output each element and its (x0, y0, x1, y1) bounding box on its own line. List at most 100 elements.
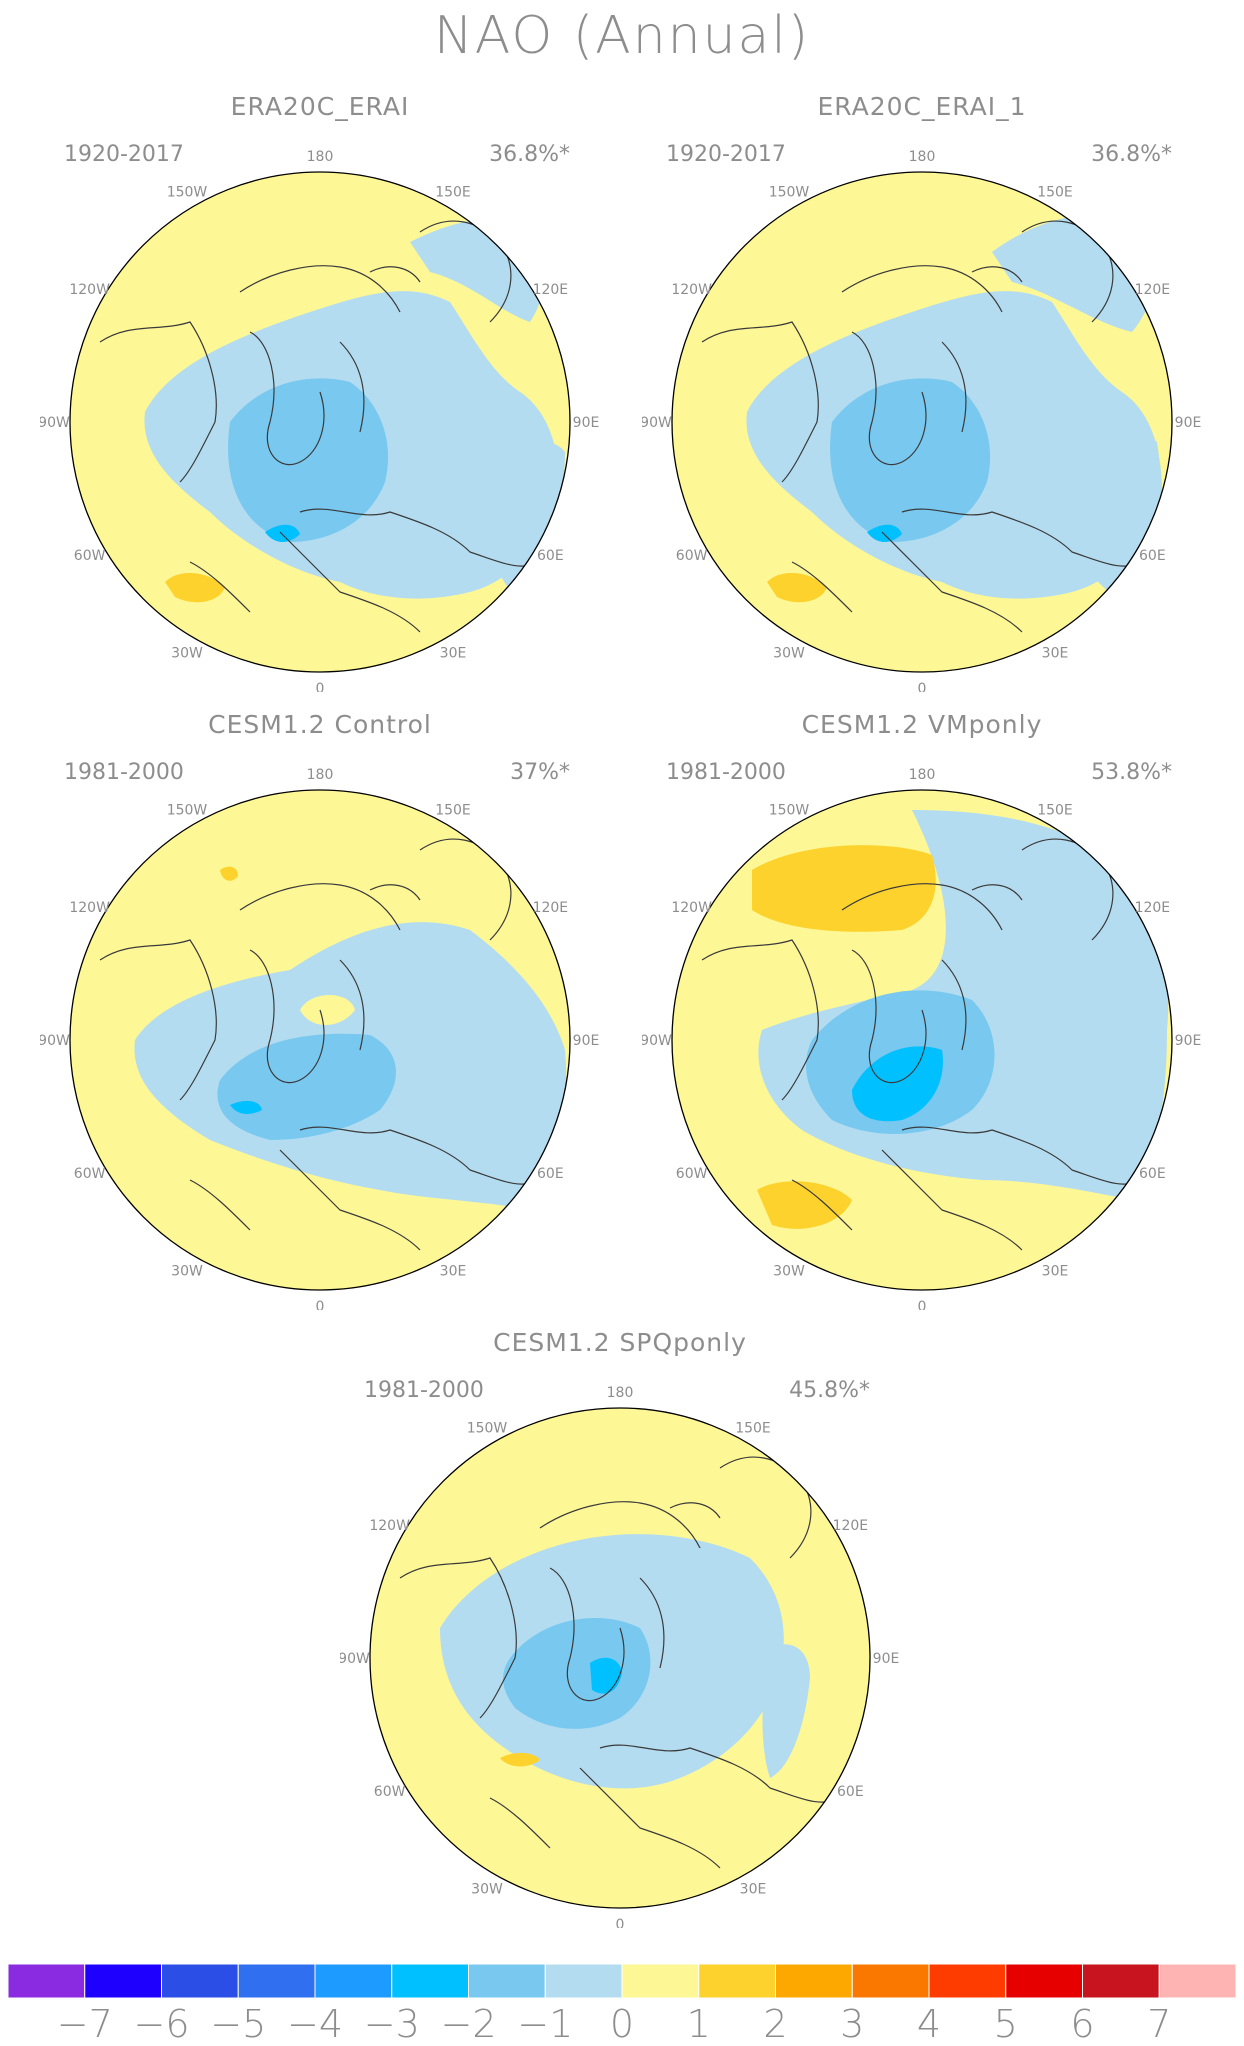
lon-label-top: 180 (307, 149, 334, 165)
coastline (941, 341, 967, 433)
colorbar-bin (1158, 1963, 1236, 1999)
colorbar-tick-label: 0 (609, 2002, 635, 2046)
colorbar-tick-label: 6 (1070, 2002, 1095, 2046)
contour-region (1032, 424, 1161, 602)
lon-label-l120: 120W (369, 1518, 410, 1534)
coastline (249, 949, 325, 1084)
colorbar-tick-label: −7 (56, 2002, 113, 2046)
colorbar-bin (928, 1963, 1007, 1999)
contour-region (590, 1657, 622, 1694)
lon-label-r120: 120E (533, 282, 569, 298)
variance-label: 53.8%* (1091, 760, 1172, 785)
contour-region (867, 524, 902, 542)
period-label: 1920-2017 (666, 142, 786, 167)
colorbar-bin (775, 1963, 853, 1999)
lon-label-r150: 150E (735, 1421, 771, 1437)
period-label: 1981-2000 (666, 760, 786, 785)
lon-label-r90: 90E (873, 1651, 900, 1667)
coastline (971, 884, 1023, 901)
coastline (669, 1502, 721, 1519)
coastline (99, 939, 217, 1101)
lon-label-top: 180 (909, 149, 936, 165)
lon-label-l120: 120W (69, 282, 110, 298)
lon-label-bottom: 0 (316, 681, 325, 692)
lon-label-l90: 90W (642, 415, 672, 431)
lon-label-top: 180 (307, 767, 334, 783)
lon-label-r30: 30E (1042, 645, 1069, 661)
variance-label: 37%* (510, 760, 570, 785)
coastline (539, 1501, 701, 1549)
polar-map: 180 150E 120E 90E 60E 30E 0 30W 60W 90W 120W 150W (642, 767, 1202, 1310)
lon-label-l60: 60W (74, 1166, 106, 1182)
contour-region (830, 378, 991, 542)
lon-label-l150: 150W (467, 1421, 508, 1437)
colorbar-tick-label: 1 (686, 2002, 711, 2046)
coastline (881, 531, 1023, 633)
contour-region (752, 845, 936, 932)
variance-label: 45.8%* (789, 1378, 870, 1403)
panel-title: ERA20C_ERAI_1 (817, 92, 1027, 121)
coastline (299, 1126, 541, 1185)
coastline (841, 883, 1003, 931)
map-frame (671, 171, 1173, 673)
colorbar-tick-label: −2 (440, 2002, 497, 2046)
map-frame (671, 789, 1173, 1291)
coastline (299, 508, 541, 567)
coastlines (399, 1456, 841, 1869)
colorbar-bin (84, 1963, 162, 1999)
polar-map: 180 150E 120E 90E 60E 30E 0 30W 60W 90W 120W 150W (642, 149, 1202, 692)
lon-label-bottom: 0 (918, 681, 927, 692)
colorbar-bin (621, 1963, 700, 1999)
contour-region (230, 1100, 262, 1115)
coastline (791, 1179, 853, 1231)
colorbar-tick-label: 5 (993, 2002, 1018, 2046)
coastline (369, 884, 421, 901)
colorbar-bin (237, 1963, 316, 1999)
lon-label-bottom: 0 (616, 1917, 625, 1928)
lon-label-r90: 90E (1175, 415, 1202, 431)
coastline (941, 959, 967, 1051)
map-panel-cesm-vmponly: 180 150E 120E 90E 60E 30E 0 30W 60W 90W 120W 150W C… (642, 710, 1202, 1310)
contour-region (480, 441, 565, 602)
coastline (239, 883, 401, 931)
contour-region (265, 524, 300, 542)
colorbar-bin (161, 1963, 239, 1999)
coastline (851, 949, 927, 1084)
map-panel-era20c-erai-1: 180 150E 120E 90E 60E 30E 0 30W 60W 90W 120W 150W E… (642, 92, 1202, 692)
contour-region (762, 1644, 810, 1778)
lon-label-l90: 90W (40, 415, 70, 431)
lon-label-l30: 30W (471, 1881, 503, 1897)
map-frame (369, 1407, 871, 1909)
lon-label-top: 180 (607, 1385, 634, 1401)
lon-label-r30: 30E (440, 645, 467, 661)
lon-label-l30: 30W (171, 645, 203, 661)
colorbar-bin (698, 1963, 776, 1999)
lon-label-r30: 30E (1042, 1263, 1069, 1279)
coastline (189, 1179, 251, 1231)
lon-label-r120: 120E (1135, 900, 1171, 916)
lon-label-r90: 90E (1175, 1033, 1202, 1049)
coastline (971, 266, 1023, 283)
map-frame (69, 171, 571, 673)
contour-region (852, 1046, 943, 1122)
colorbar-tick-label: −1 (517, 2002, 574, 2046)
coastline (239, 265, 401, 313)
lon-label-r150: 150E (435, 803, 471, 819)
lon-label-r90: 90E (573, 1033, 600, 1049)
lon-label-l30: 30W (171, 1263, 203, 1279)
lon-label-r60: 60E (837, 1784, 864, 1800)
coastline (339, 341, 365, 433)
colorbar-bin (851, 1963, 930, 1999)
contour-region (503, 1618, 651, 1729)
lon-label-l60: 60W (676, 1166, 708, 1182)
coastline (901, 1126, 1143, 1185)
coastlines (701, 220, 1143, 633)
coastline (489, 1797, 551, 1849)
lon-label-l150: 150W (167, 185, 208, 201)
coastline (599, 1744, 841, 1803)
lon-label-bottom: 0 (316, 1299, 325, 1310)
lon-label-bottom: 0 (918, 1299, 927, 1310)
figure-title: NAO (Annual) (433, 6, 811, 66)
contour-region (228, 378, 389, 542)
period-label: 1981-2000 (364, 1378, 484, 1403)
